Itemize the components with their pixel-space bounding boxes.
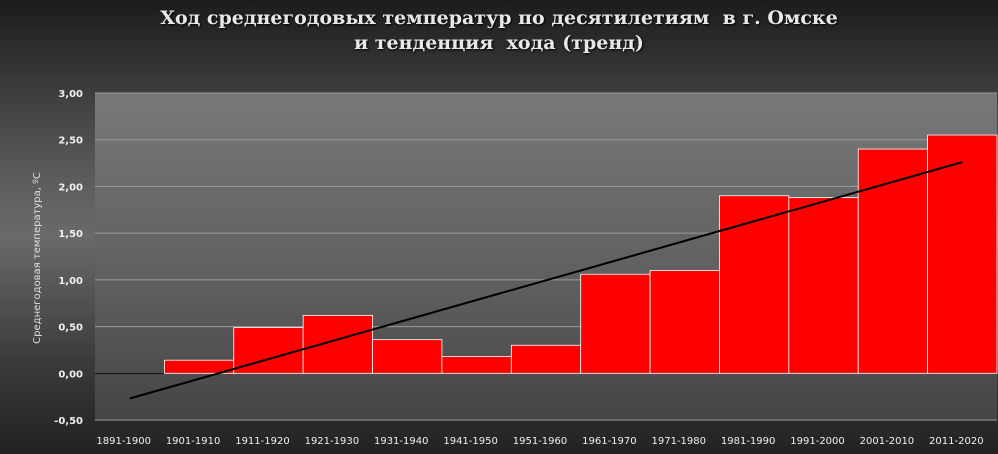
- bar-1941-1950: [441, 356, 512, 374]
- x-tick-labels: 1891-1900 1901-1910 1911-1920 1921-1930 1931…: [96, 436, 983, 447]
- y-tick-label: 0,50: [58, 323, 83, 334]
- bars: [95, 134, 998, 375]
- y-tick-label: 1,50: [58, 229, 83, 240]
- y-tick-label: 2,00: [58, 182, 83, 193]
- y-tick-label: 3,00: [58, 89, 83, 100]
- x-tick-label: 1921-1930: [305, 436, 360, 447]
- bar-1971-1980: [649, 270, 720, 374]
- x-tick-label: 1951-1960: [513, 436, 568, 447]
- y-tick-label: 1,00: [58, 276, 83, 287]
- y-tick-labels: 3,00 2,50 2,00 1,50 1,00 0,50 0,00 -0,50: [54, 89, 83, 427]
- x-tick-label: 1901-1910: [166, 436, 221, 447]
- x-tick-label: 1891-1900: [96, 436, 151, 447]
- y-tick-label: 2,50: [58, 136, 83, 147]
- x-tick-label: 2001-2010: [860, 436, 915, 447]
- y-tick-label: -0,50: [54, 416, 83, 427]
- bar-1921-1930: [302, 314, 373, 374]
- y-axis-label: Среднегодовая температура, ºС: [32, 172, 43, 344]
- bar-1981-1990: [719, 195, 790, 374]
- x-tick-label: 1991-2000: [790, 436, 845, 447]
- bar-2011-2020: [927, 134, 998, 374]
- trend-line-group: [129, 161, 963, 400]
- bar-1951-1960: [510, 344, 582, 374]
- x-tick-label: 1941-1950: [443, 436, 498, 447]
- x-tick-label: 1981-1990: [721, 436, 776, 447]
- chart-title-line-2: и тенденция хода (тренд): [354, 32, 644, 54]
- x-tick-label: 1961-1970: [582, 436, 637, 447]
- chart-title: Ход среднегодовых температур по десятиле…: [0, 6, 998, 56]
- trend-line: [129, 161, 963, 400]
- x-tick-label: 1971-1980: [652, 436, 707, 447]
- chart-title-line-1: Ход среднегодовых температур по десятиле…: [160, 7, 838, 29]
- x-tick-label: 2011-2020: [929, 436, 984, 447]
- x-tick-label: 1911-1920: [235, 436, 290, 447]
- bar-1931-1940: [372, 339, 443, 374]
- x-tick-label: 1931-1940: [374, 436, 429, 447]
- bar-1961-1970: [580, 273, 651, 374]
- bar-2001-2010: [857, 148, 929, 374]
- y-tick-label: 0,00: [58, 369, 83, 380]
- bar-1991-2000: [788, 197, 859, 374]
- bar-1891-1900: [95, 373, 165, 375]
